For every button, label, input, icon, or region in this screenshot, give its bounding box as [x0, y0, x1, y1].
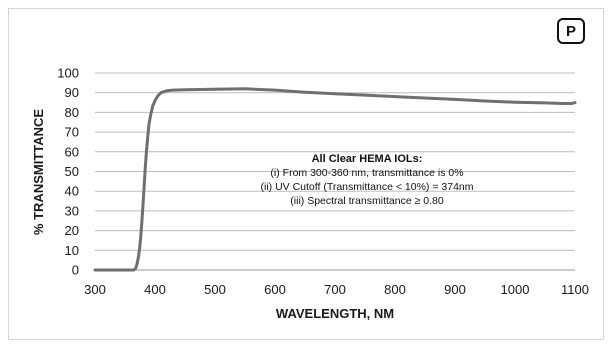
annotation-line-3: (iii) Spectral transmittance ≥ 0.80: [290, 195, 444, 207]
x-tick-label: 900: [444, 282, 466, 297]
y-tick-label: 30: [65, 203, 79, 218]
x-tick-label: 1100: [561, 282, 589, 297]
x-tick-labels: 300 400 500 600 700 800 900 1000 1100: [84, 282, 589, 297]
transmittance-series-line: [95, 89, 575, 270]
y-tick-labels: 0 10 20 30 40 50 60 70 80 90 100: [57, 66, 79, 278]
y-tick-label: 80: [65, 105, 79, 120]
x-tick-label: 500: [204, 282, 226, 297]
y-tick-label: 0: [72, 263, 79, 278]
annotation-line-1: (i) From 300-360 nm, transmittance is 0%: [270, 167, 463, 179]
y-tick-label: 10: [65, 243, 79, 258]
y-axis-title: % TRANSMITTANCE: [31, 109, 46, 235]
annotation-line-2: (ii) UV Cutoff (Transmittance < 10%) = 3…: [261, 181, 474, 193]
x-tick-label: 1000: [501, 282, 530, 297]
y-tick-label: 20: [65, 223, 79, 238]
y-tick-label: 70: [65, 125, 79, 140]
y-tick-label: 100: [57, 66, 79, 81]
annotation-box: All Clear HEMA IOLs: (i) From 300-360 nm…: [261, 153, 474, 207]
x-axis-title: WAVELENGTH, NM: [276, 306, 394, 321]
y-tick-label: 50: [65, 164, 79, 179]
y-tick-label: 90: [65, 85, 79, 100]
x-tick-label: 700: [324, 282, 346, 297]
x-tick-label: 400: [144, 282, 166, 297]
y-tick-label: 40: [65, 184, 79, 199]
series-group: [95, 89, 575, 270]
annotation-title: All Clear HEMA IOLs:: [312, 153, 423, 165]
x-tick-label: 800: [384, 282, 406, 297]
y-tick-label: 60: [65, 144, 79, 159]
x-tick-label: 600: [264, 282, 286, 297]
x-tick-label: 300: [84, 282, 106, 297]
